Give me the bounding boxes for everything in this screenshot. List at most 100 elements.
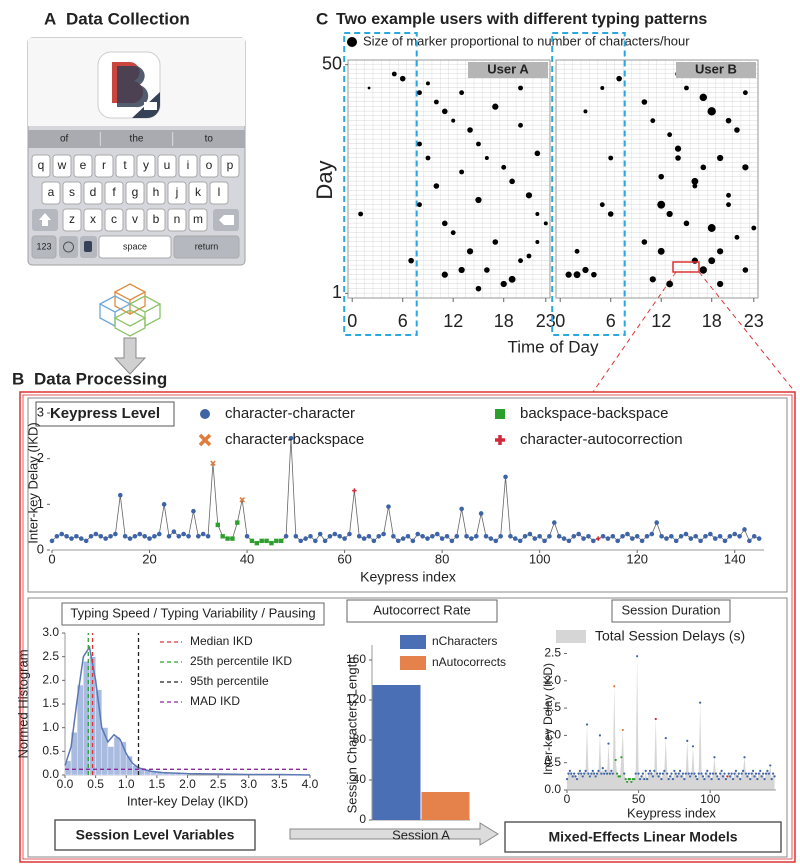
bubble (475, 285, 482, 292)
point (749, 777, 752, 781)
bubble (650, 118, 656, 124)
point (600, 534, 606, 539)
point (601, 767, 604, 770)
bubble (417, 141, 422, 147)
key-label: x (90, 212, 96, 226)
bubble (742, 90, 748, 96)
x-axis-label: Keypress index (360, 569, 456, 585)
key-label: j (175, 185, 179, 199)
point (633, 777, 636, 781)
bubble (716, 154, 724, 162)
point (694, 775, 697, 778)
point (740, 772, 743, 775)
key-label: y (143, 158, 149, 172)
point (770, 777, 773, 781)
point (103, 536, 108, 541)
point (673, 769, 676, 772)
point (686, 739, 689, 742)
key (146, 181, 166, 205)
point (570, 772, 573, 775)
plot-grid (347, 59, 551, 299)
x-tick-label: 6 (398, 311, 408, 331)
point (337, 534, 343, 539)
point (730, 772, 733, 775)
zoom-box (672, 261, 700, 273)
point (591, 538, 596, 544)
key (104, 208, 124, 232)
point (647, 772, 650, 775)
key (188, 208, 208, 232)
point (767, 772, 770, 775)
point (664, 536, 669, 541)
point (580, 772, 583, 775)
point (723, 772, 726, 775)
point (122, 534, 128, 539)
key (209, 181, 229, 205)
point (680, 775, 683, 778)
point (269, 540, 274, 546)
x-tick-label: 20 (142, 551, 156, 566)
point (690, 772, 693, 775)
bubble (518, 85, 523, 91)
bubble (525, 192, 533, 199)
x-tick-label: 80 (435, 551, 449, 566)
chart-title: Autocorrect Rate (373, 602, 471, 617)
point (578, 769, 581, 772)
point (744, 772, 748, 775)
y-tick-label: 1.0 (42, 720, 59, 734)
point (763, 777, 766, 781)
point (512, 536, 518, 541)
point (648, 769, 652, 772)
point (736, 775, 739, 778)
point (764, 772, 768, 775)
point (88, 534, 94, 539)
point (678, 534, 684, 539)
point (677, 772, 680, 775)
point (683, 777, 686, 781)
point (142, 534, 147, 539)
point (753, 775, 756, 778)
bubble (666, 280, 674, 288)
point (454, 534, 460, 539)
x-tick-label: 23 (744, 311, 764, 331)
x-tick-label: 18 (494, 311, 514, 331)
point (754, 772, 758, 775)
legend-label: backspace-backspace (520, 405, 668, 422)
title-box (35, 401, 175, 427)
bar (421, 792, 470, 820)
point (724, 777, 727, 781)
key (178, 154, 198, 178)
point (488, 536, 494, 541)
key-label: o (206, 158, 213, 172)
point (713, 756, 716, 759)
point (293, 534, 299, 539)
point (595, 536, 601, 541)
point (132, 534, 138, 539)
x-tick-label: 0 (48, 551, 55, 566)
x-tick-label: 1.0 (118, 777, 135, 791)
bubble (535, 240, 540, 244)
point (623, 772, 626, 775)
y-tick-label: 2.5 (544, 646, 561, 660)
point (220, 534, 225, 539)
point (117, 492, 123, 498)
bubble (500, 280, 507, 288)
bubble (692, 183, 698, 189)
point (608, 772, 612, 775)
point (610, 769, 613, 772)
bubble (658, 173, 665, 180)
point (717, 777, 720, 781)
y-tick-label: 0 (359, 812, 366, 826)
suggestion: of (60, 134, 69, 145)
bubble (751, 225, 757, 231)
point (646, 777, 649, 781)
key (62, 208, 82, 232)
bubble (458, 266, 465, 274)
key (167, 208, 187, 232)
x-tick-label: 0 (347, 311, 357, 331)
point (706, 769, 709, 772)
x-tick-label: 3.5 (271, 777, 288, 791)
point (773, 775, 776, 778)
globe-icon (63, 241, 74, 253)
point (244, 534, 250, 539)
